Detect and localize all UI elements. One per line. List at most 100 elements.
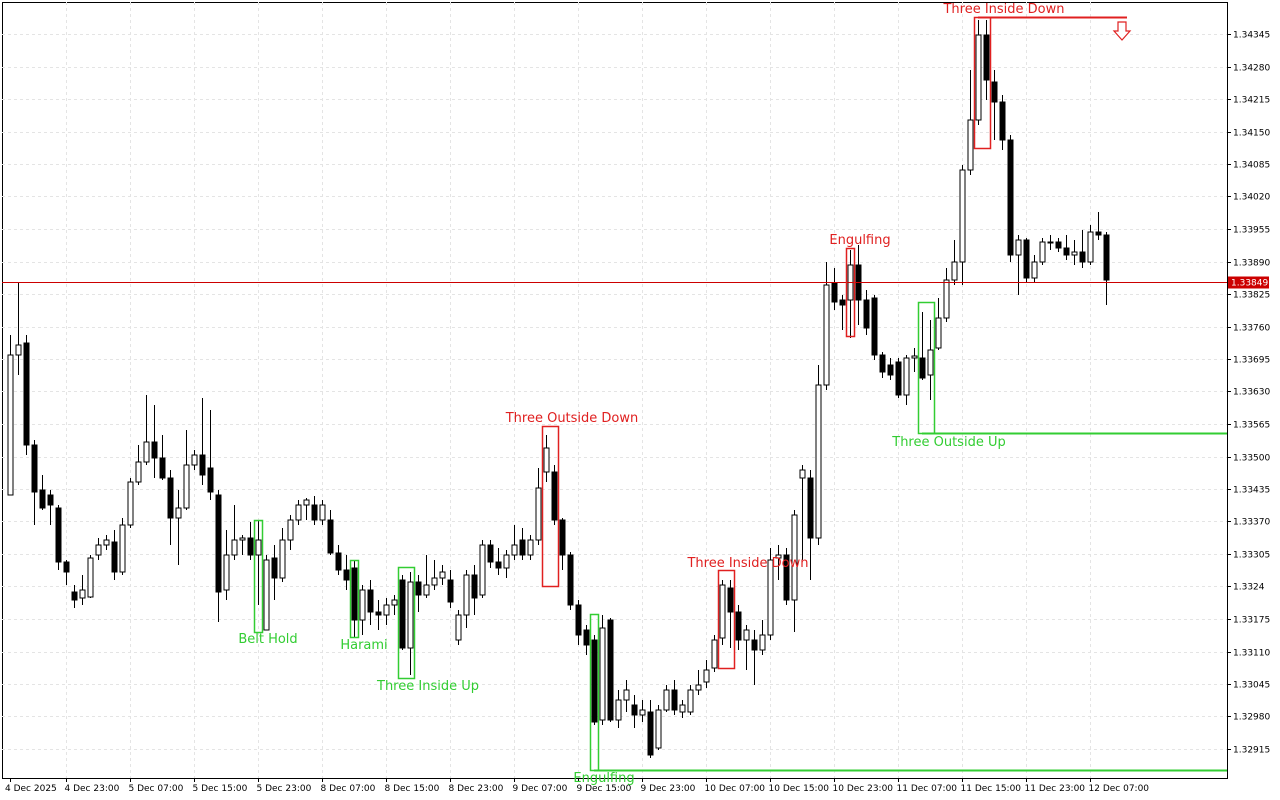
- candle-body: [391, 599, 398, 606]
- candle-body: [303, 499, 310, 506]
- x-tick-label: 4 Dec 23:00: [65, 784, 120, 794]
- y-tick-label: 1.33825: [1233, 291, 1270, 301]
- candle-body: [343, 569, 350, 581]
- candle-body: [39, 489, 46, 509]
- candle-body: [103, 539, 110, 546]
- y-tick-label: 1.34150: [1233, 129, 1270, 139]
- candle-body: [879, 354, 886, 373]
- candle-body: [215, 494, 222, 593]
- candle-body: [463, 574, 470, 616]
- x-tick-label: 8 Dec 23:00: [449, 784, 504, 794]
- candle-body: [239, 537, 246, 541]
- candle-body: [695, 684, 702, 691]
- candle-body: [967, 119, 974, 171]
- candle-body: [927, 349, 934, 376]
- candle-body: [335, 552, 342, 571]
- candle-body: [183, 464, 190, 509]
- y-tick-label: 1.32980: [1233, 713, 1270, 723]
- pattern-box: [541, 425, 560, 588]
- x-tick-label: 11 Dec 07:00: [897, 784, 958, 794]
- candle-body: [1055, 241, 1062, 249]
- candle-body: [47, 494, 54, 506]
- candle-body: [871, 297, 878, 356]
- candle-body: [719, 584, 726, 639]
- candle-body: [887, 364, 894, 376]
- candle-body: [943, 279, 950, 319]
- candle-body: [207, 467, 214, 493]
- candle-body: [1079, 251, 1086, 263]
- candle-body: [7, 354, 14, 496]
- candle-body: [895, 361, 902, 396]
- candle-body: [271, 557, 278, 579]
- candle-body: [583, 629, 590, 646]
- plot-frame: [2, 2, 1228, 779]
- candle-body: [751, 639, 758, 651]
- pattern-label: Engulfing: [829, 233, 890, 248]
- candle-body: [311, 504, 318, 521]
- candle-body: [1071, 251, 1078, 256]
- candle-body: [151, 441, 158, 459]
- y-tick-label: 1.33045: [1233, 681, 1270, 691]
- x-tick-label: 5 Dec 15:00: [193, 784, 248, 794]
- pattern-label: Three Inside Down: [686, 556, 808, 571]
- candle-body: [679, 704, 686, 713]
- pattern-box: [253, 519, 264, 634]
- y-tick-label: 1.33435: [1233, 486, 1270, 496]
- current-price-box: [1228, 276, 1269, 289]
- candle-body: [767, 559, 774, 636]
- candle-body: [839, 299, 846, 306]
- y-tick-label: 1.33890: [1233, 259, 1270, 269]
- candle-body: [503, 554, 510, 569]
- y-tick-label: 1.33695: [1233, 356, 1270, 366]
- candle-body: [999, 101, 1006, 141]
- pattern-label: Harami: [340, 638, 387, 653]
- candle-body: [487, 544, 494, 563]
- candle-body: [495, 561, 502, 569]
- current-price-label: 1.33849: [1231, 279, 1268, 289]
- candle-body: [319, 504, 326, 521]
- y-tick-label: 1.33175: [1233, 616, 1270, 626]
- candle-body: [687, 689, 694, 713]
- pattern-label: Three Outside Down: [505, 411, 639, 426]
- y-tick-label: 1.34345: [1233, 31, 1270, 41]
- y-tick-label: 1.32915: [1233, 746, 1270, 756]
- y-tick-label: 1.33630: [1233, 388, 1270, 398]
- candle-body: [991, 81, 998, 103]
- y-tick-label: 1.34215: [1233, 96, 1270, 106]
- candle-body: [655, 709, 662, 749]
- candle-body: [631, 704, 638, 716]
- candle-body: [551, 471, 558, 521]
- y-tick-label: 1.33500: [1233, 454, 1270, 464]
- candle-body: [623, 689, 630, 701]
- candle-body: [167, 477, 174, 519]
- candle-body: [1095, 231, 1102, 236]
- y-tick-label: 1.33305: [1233, 551, 1270, 561]
- candle-body: [367, 589, 374, 613]
- candle-body: [383, 604, 390, 616]
- candle-body: [31, 444, 38, 493]
- candle-body: [567, 554, 574, 606]
- x-tick-label: 5 Dec 07:00: [129, 784, 184, 794]
- pattern-box: [845, 247, 856, 338]
- candle-body: [159, 457, 166, 479]
- x-tick-label: 4 Dec 2025: [5, 784, 57, 794]
- candle-body: [447, 579, 454, 603]
- candle-body: [87, 557, 94, 598]
- candle-body: [615, 699, 622, 721]
- candle-body: [223, 554, 230, 591]
- candle-body: [527, 539, 534, 556]
- x-tick-label: 9 Dec 07:00: [513, 784, 568, 794]
- candle-body: [63, 561, 70, 573]
- candle-body: [591, 639, 598, 723]
- y-tick-label: 1.34280: [1233, 64, 1270, 74]
- candle-body: [1015, 239, 1022, 256]
- candle-body: [1007, 139, 1014, 256]
- x-tick-label: 10 Dec 15:00: [769, 784, 830, 794]
- candle-body: [959, 169, 966, 263]
- candle-body: [199, 454, 206, 476]
- candle-body: [263, 559, 270, 631]
- x-tick-label: 9 Dec 15:00: [577, 784, 632, 794]
- candle-body: [935, 317, 942, 349]
- candle-body: [639, 709, 646, 716]
